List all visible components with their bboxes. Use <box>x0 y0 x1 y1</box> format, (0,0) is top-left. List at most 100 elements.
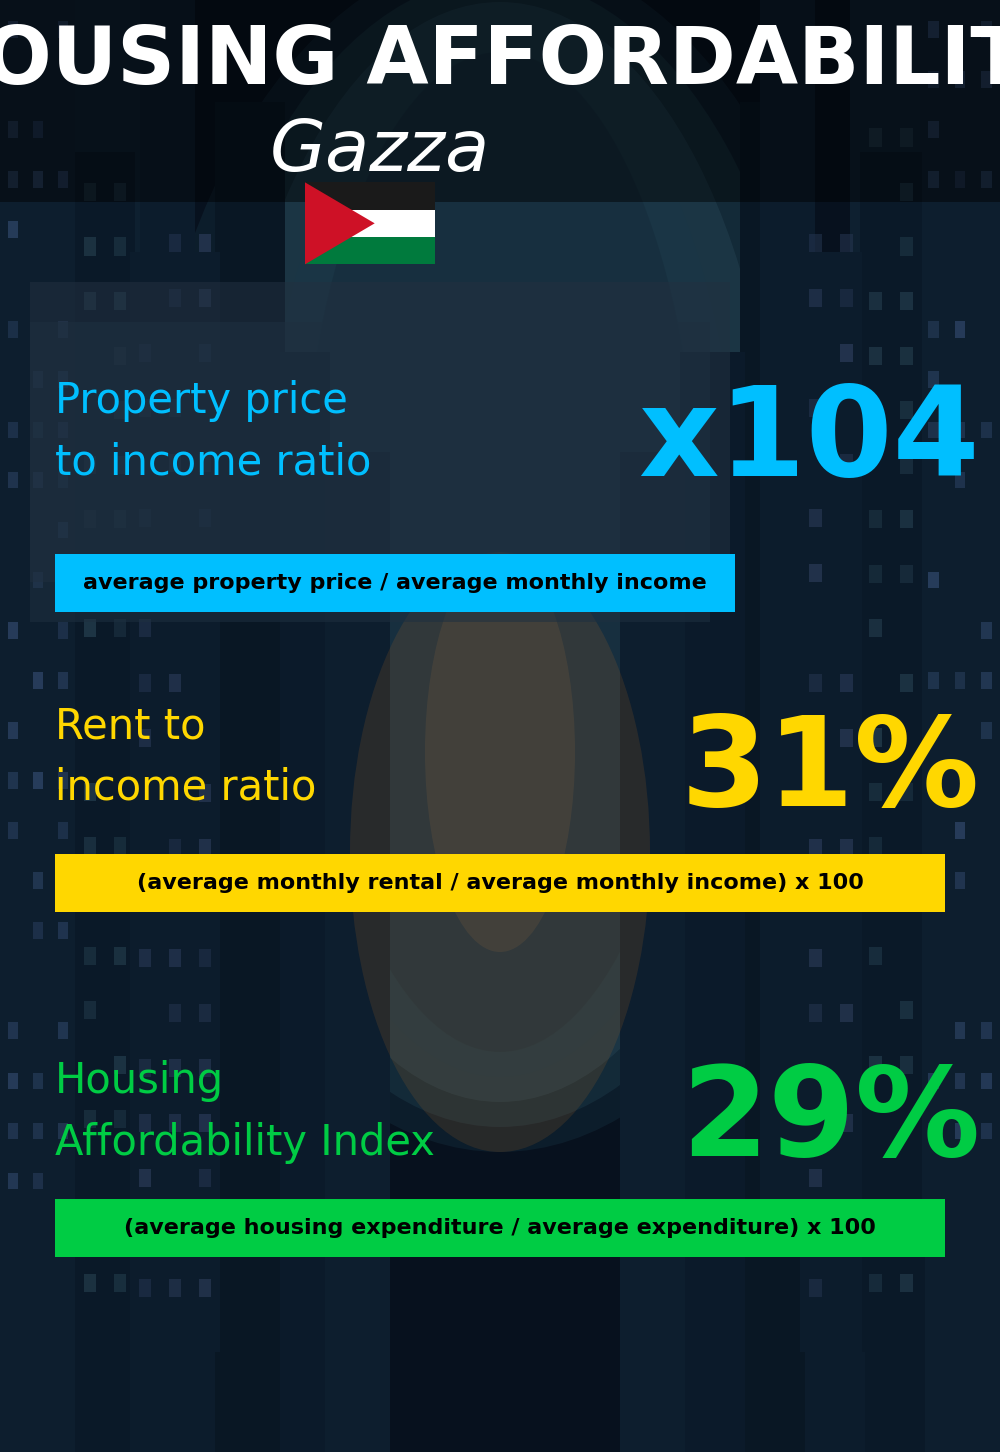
Bar <box>8 20 18 38</box>
Bar <box>8 121 18 138</box>
Bar <box>900 1273 913 1292</box>
Bar <box>8 1073 18 1089</box>
Bar <box>199 839 211 857</box>
Bar <box>58 372 68 388</box>
Bar <box>32 121 42 138</box>
Bar <box>0 0 1000 202</box>
Bar <box>955 472 965 488</box>
Bar <box>928 672 939 688</box>
Bar <box>840 1003 853 1022</box>
Bar <box>199 948 211 967</box>
Bar <box>840 893 853 912</box>
Bar <box>114 456 126 473</box>
Bar <box>928 171 939 187</box>
Bar <box>58 321 68 338</box>
Bar <box>58 171 68 187</box>
Bar <box>955 1073 965 1089</box>
Bar <box>114 292 126 311</box>
Bar <box>58 20 68 38</box>
Bar <box>199 1114 211 1133</box>
Bar <box>8 171 18 187</box>
Ellipse shape <box>300 52 700 1053</box>
Bar <box>84 783 96 802</box>
Bar <box>955 171 965 187</box>
Text: 29%: 29% <box>681 1061 980 1182</box>
Bar <box>114 619 126 637</box>
Bar <box>32 171 42 187</box>
Bar <box>32 1122 42 1140</box>
Bar <box>199 234 211 253</box>
Bar <box>760 0 815 1202</box>
Bar <box>928 372 939 388</box>
Bar <box>800 253 865 1452</box>
Bar <box>215 102 285 1452</box>
Bar <box>58 1122 68 1140</box>
Bar <box>139 729 151 746</box>
Bar <box>809 563 822 582</box>
Bar <box>955 873 965 889</box>
Bar <box>169 399 181 417</box>
Bar <box>169 234 181 253</box>
Bar <box>169 1114 181 1133</box>
Bar <box>869 892 882 910</box>
Bar <box>169 1059 181 1077</box>
Bar <box>0 0 75 1252</box>
Bar <box>869 947 882 964</box>
Bar <box>860 152 925 1452</box>
Text: (average monthly rental / average monthly income) x 100: (average monthly rental / average monthl… <box>137 873 863 893</box>
Text: Rent to
income ratio: Rent to income ratio <box>55 706 316 809</box>
Bar <box>860 152 922 1352</box>
Bar <box>32 922 42 939</box>
Bar <box>928 121 939 138</box>
Bar <box>114 1111 126 1128</box>
Bar <box>955 672 965 688</box>
Bar <box>139 1224 151 1241</box>
Bar <box>840 1224 853 1241</box>
Bar <box>139 1059 151 1077</box>
Bar <box>928 20 939 38</box>
Bar <box>955 1022 965 1040</box>
Bar <box>325 452 390 1452</box>
Bar <box>809 399 822 417</box>
Bar <box>280 351 330 1452</box>
Bar <box>981 421 992 439</box>
Bar <box>840 729 853 746</box>
Bar <box>114 183 126 200</box>
Bar <box>869 565 882 582</box>
Bar <box>305 183 435 209</box>
Bar <box>900 183 913 200</box>
Bar <box>8 472 18 488</box>
Ellipse shape <box>350 552 650 1151</box>
Bar <box>809 289 822 306</box>
Bar <box>84 619 96 637</box>
Bar <box>169 948 181 967</box>
Bar <box>169 289 181 306</box>
Bar <box>900 1056 913 1074</box>
Bar <box>981 1073 992 1089</box>
Text: x104: x104 <box>639 382 980 502</box>
Bar <box>169 453 181 472</box>
Bar <box>850 0 925 1102</box>
Bar <box>869 729 882 746</box>
Bar <box>840 1114 853 1133</box>
Bar <box>809 1003 822 1022</box>
Bar <box>900 1220 913 1237</box>
Bar <box>130 253 220 1452</box>
Bar <box>139 399 151 417</box>
Bar <box>928 572 939 588</box>
Bar <box>8 221 18 238</box>
Bar <box>809 1169 822 1186</box>
Bar <box>32 1073 42 1089</box>
Bar <box>981 171 992 187</box>
Bar <box>55 854 945 912</box>
Bar <box>869 128 882 147</box>
Bar <box>928 1073 939 1089</box>
Ellipse shape <box>140 0 860 1151</box>
Bar <box>869 619 882 637</box>
Bar <box>928 71 939 87</box>
Bar <box>809 839 822 857</box>
Bar <box>840 839 853 857</box>
Ellipse shape <box>220 1 780 1102</box>
Bar <box>30 322 710 621</box>
Bar <box>955 321 965 338</box>
